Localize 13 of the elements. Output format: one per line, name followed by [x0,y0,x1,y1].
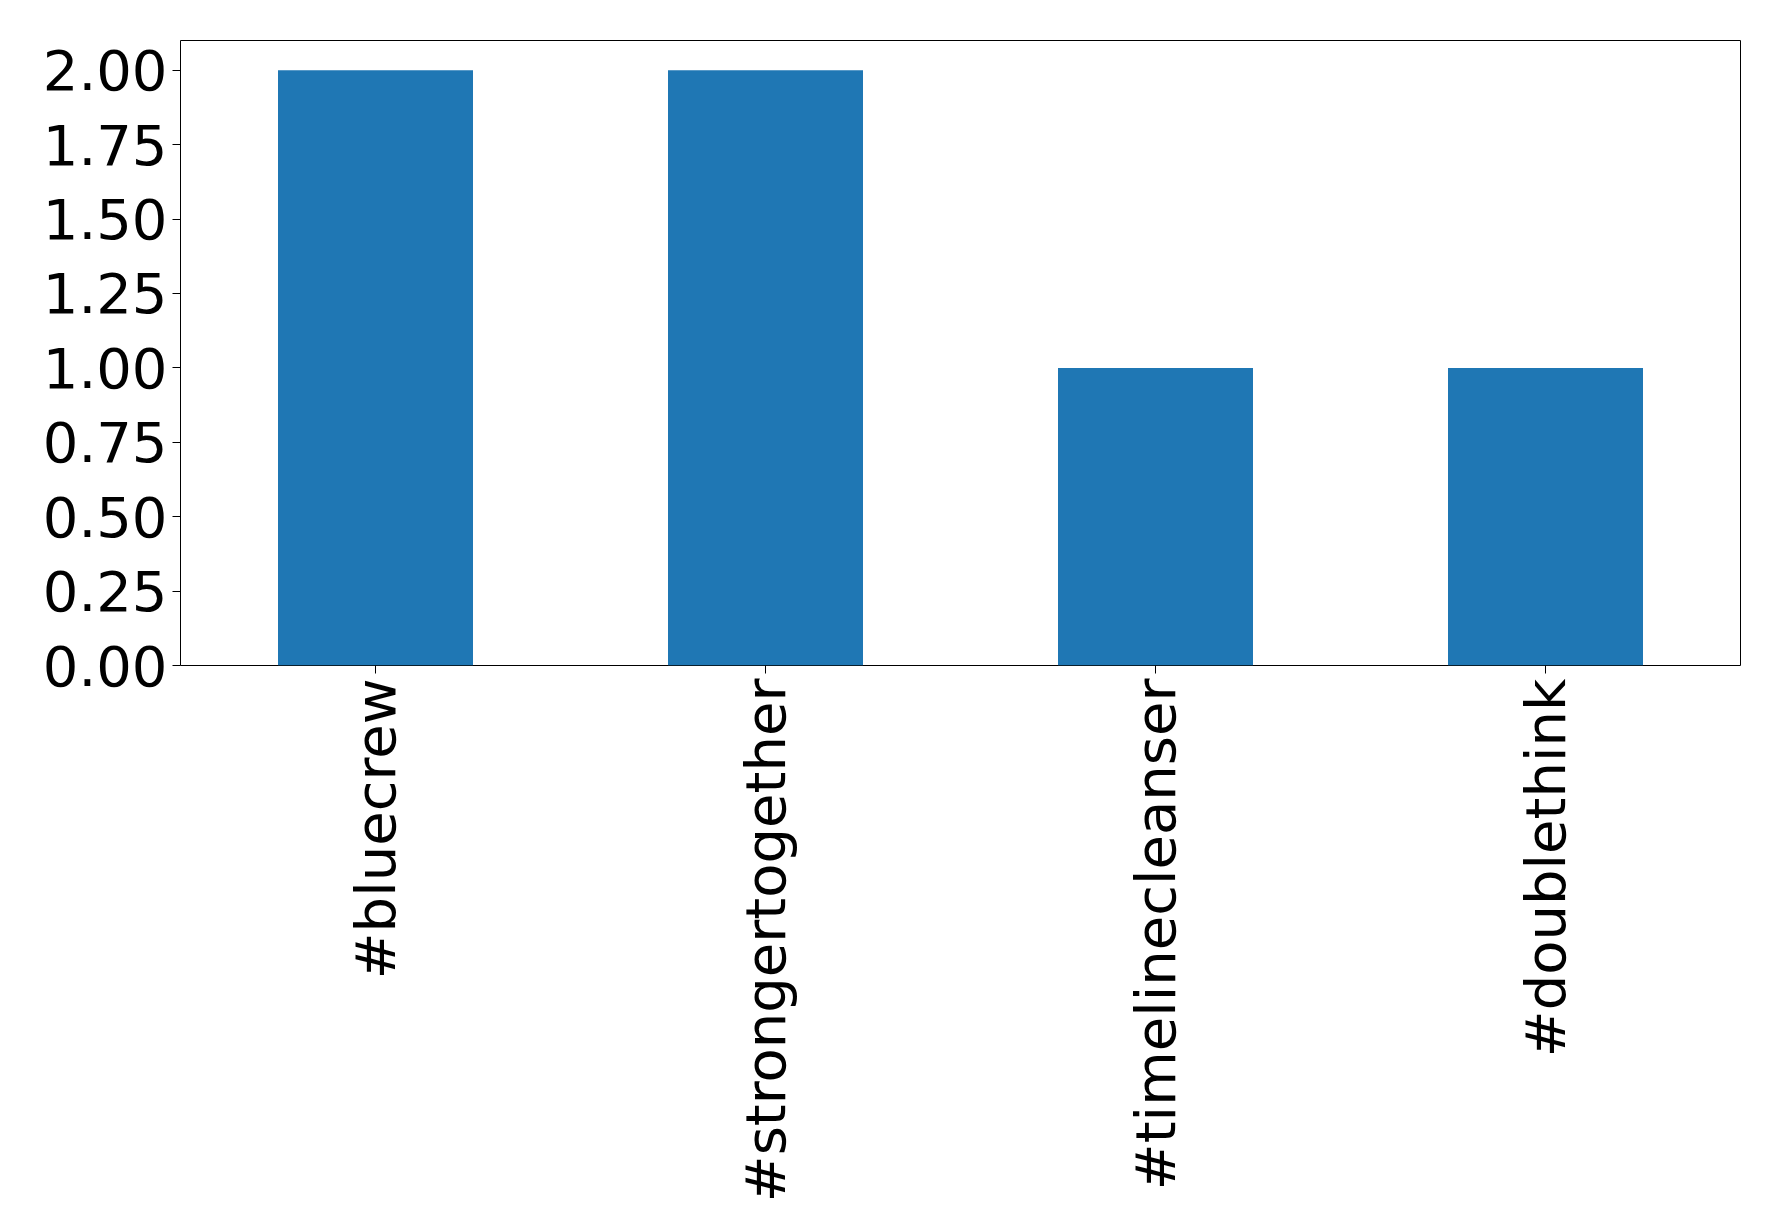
y-tick-label: 0.50 [42,484,168,550]
y-tick-label: 0.75 [42,410,168,476]
x-tick-label: #bluecrew [343,678,408,980]
y-tick-label: 1.50 [42,187,168,253]
x-tick-label: #strongertogether [733,677,798,1203]
y-tick-label: 0.00 [42,633,168,699]
x-tick-label: #doublethink [1513,677,1578,1058]
x-tick-label: #timelinecleanser [1123,677,1188,1191]
y-tick-label: 1.00 [42,335,168,401]
y-tick-label: 0.25 [42,559,168,625]
y-tick-label: 1.75 [42,112,168,178]
y-tick-label: 2.00 [42,38,168,104]
y-tick-label: 1.25 [42,261,168,327]
